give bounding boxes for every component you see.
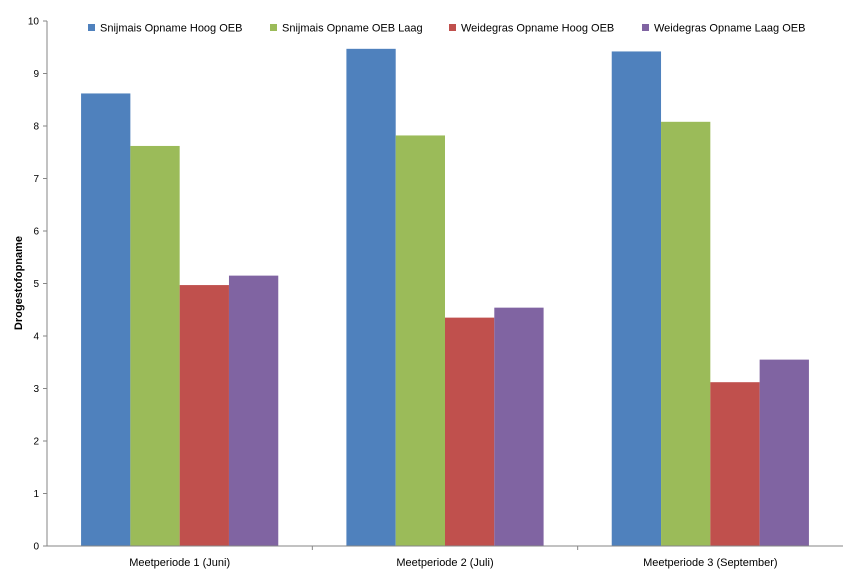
- y-axis-label: Drogestofopname: [13, 236, 25, 330]
- bar: [445, 317, 495, 546]
- bar: [130, 145, 180, 546]
- bar: [611, 51, 662, 546]
- bar: [759, 359, 809, 546]
- bar: [346, 48, 396, 546]
- legend-swatch: [88, 24, 95, 31]
- bar: [81, 93, 131, 546]
- bars-group: [81, 48, 809, 547]
- legend-label: Snijmais Opname OEB Laag: [282, 23, 423, 35]
- bar: [228, 275, 279, 546]
- y-tick-label: 5: [33, 279, 39, 290]
- y-tick-label: 8: [33, 122, 39, 133]
- legend-label: Weidegras Opname Hoog OEB: [461, 23, 614, 35]
- y-tick-label: 9: [33, 69, 39, 80]
- x-tick-label: Meetperiode 3 (September): [643, 557, 778, 569]
- bar: [179, 285, 229, 546]
- legend-swatch: [449, 24, 456, 31]
- y-tick-label: 7: [33, 174, 39, 185]
- bar: [494, 307, 544, 546]
- bar: [395, 135, 445, 546]
- x-tick-label: Meetperiode 1 (Juni): [129, 557, 230, 569]
- legend-label: Weidegras Opname Laag OEB: [654, 23, 805, 35]
- y-tick-label: 3: [33, 384, 39, 395]
- y-tick-label: 2: [33, 437, 39, 448]
- axes-group: 0 1 2 3 4 5 6 7 8 9 10 Meetperiode 1 (Juni) Meetperi…: [28, 17, 843, 569]
- bar: [710, 382, 760, 546]
- legend: Snijmais Opname Hoog OEB Snijmais Opname …: [88, 23, 805, 35]
- bar: [661, 121, 711, 547]
- x-tick-label: Meetperiode 2 (Juli): [396, 557, 493, 569]
- y-tick-label: 4: [33, 332, 39, 343]
- y-tick-label: 0: [33, 542, 39, 553]
- legend-swatch: [270, 24, 277, 31]
- legend-label: Snijmais Opname Hoog OEB: [100, 23, 242, 35]
- legend-swatch: [642, 24, 649, 31]
- y-tick-label: 1: [33, 489, 39, 500]
- y-tick-label: 10: [28, 17, 40, 28]
- y-tick-label: 6: [33, 227, 39, 238]
